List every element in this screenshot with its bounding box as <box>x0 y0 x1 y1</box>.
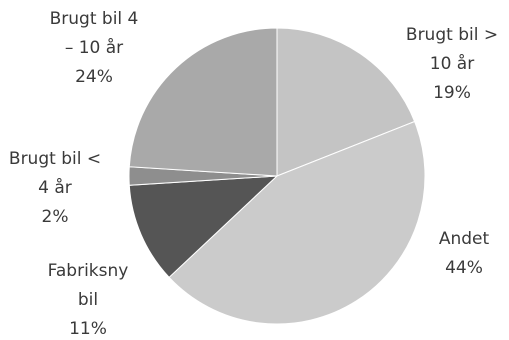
slice-label: Brugt bil <4 år 2% <box>9 149 101 227</box>
slice-label: Brugt bil >10 år 19% <box>406 25 498 103</box>
pie-slice <box>276 27 416 177</box>
slice-label: Brugt bil 4– 10 år 24% <box>50 9 139 87</box>
slice-label: Fabriksny bil 11% <box>48 261 129 339</box>
pie-slice <box>128 175 279 279</box>
pie-slice <box>128 27 278 177</box>
slice-label: Andet 44% <box>439 229 490 278</box>
pie-slice <box>168 120 426 325</box>
